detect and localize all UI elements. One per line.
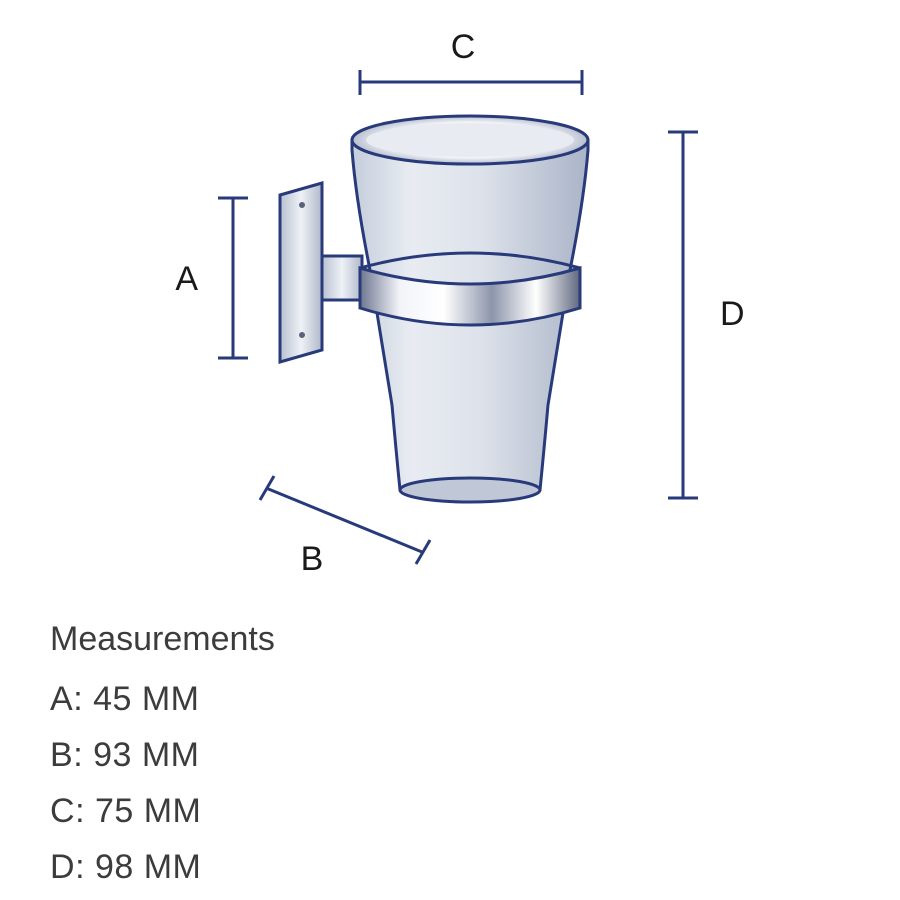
measurements-block: Measurements A: 45 MM B: 93 MM C: 75 MM … <box>50 620 275 895</box>
measurement-row: C: 75 MM <box>50 783 275 839</box>
label-a: A <box>175 260 198 298</box>
product-diagram: C D A B <box>0 0 900 610</box>
label-c: C <box>451 28 476 66</box>
measurement-key: B <box>50 736 73 774</box>
measurement-row: A: 45 MM <box>50 671 275 727</box>
measurement-value: 75 MM <box>95 792 201 830</box>
measurement-row: D: 98 MM <box>50 839 275 895</box>
dimension-a: A <box>175 198 248 358</box>
dimension-d: D <box>668 132 745 498</box>
measurement-key: D <box>50 848 75 886</box>
measurement-key: A <box>50 680 73 718</box>
diagram-svg: C D A B <box>0 0 900 610</box>
measurements-title: Measurements <box>50 620 275 659</box>
measurement-value: 93 MM <box>93 736 199 774</box>
measurement-value: 45 MM <box>93 680 199 718</box>
measurement-value: 98 MM <box>95 848 201 886</box>
wall-bracket <box>280 183 362 362</box>
label-d: D <box>720 295 745 333</box>
label-b: B <box>301 540 324 578</box>
measurement-row: B: 93 MM <box>50 727 275 783</box>
dimension-c: C <box>360 28 582 95</box>
measurement-key: C <box>50 792 75 830</box>
